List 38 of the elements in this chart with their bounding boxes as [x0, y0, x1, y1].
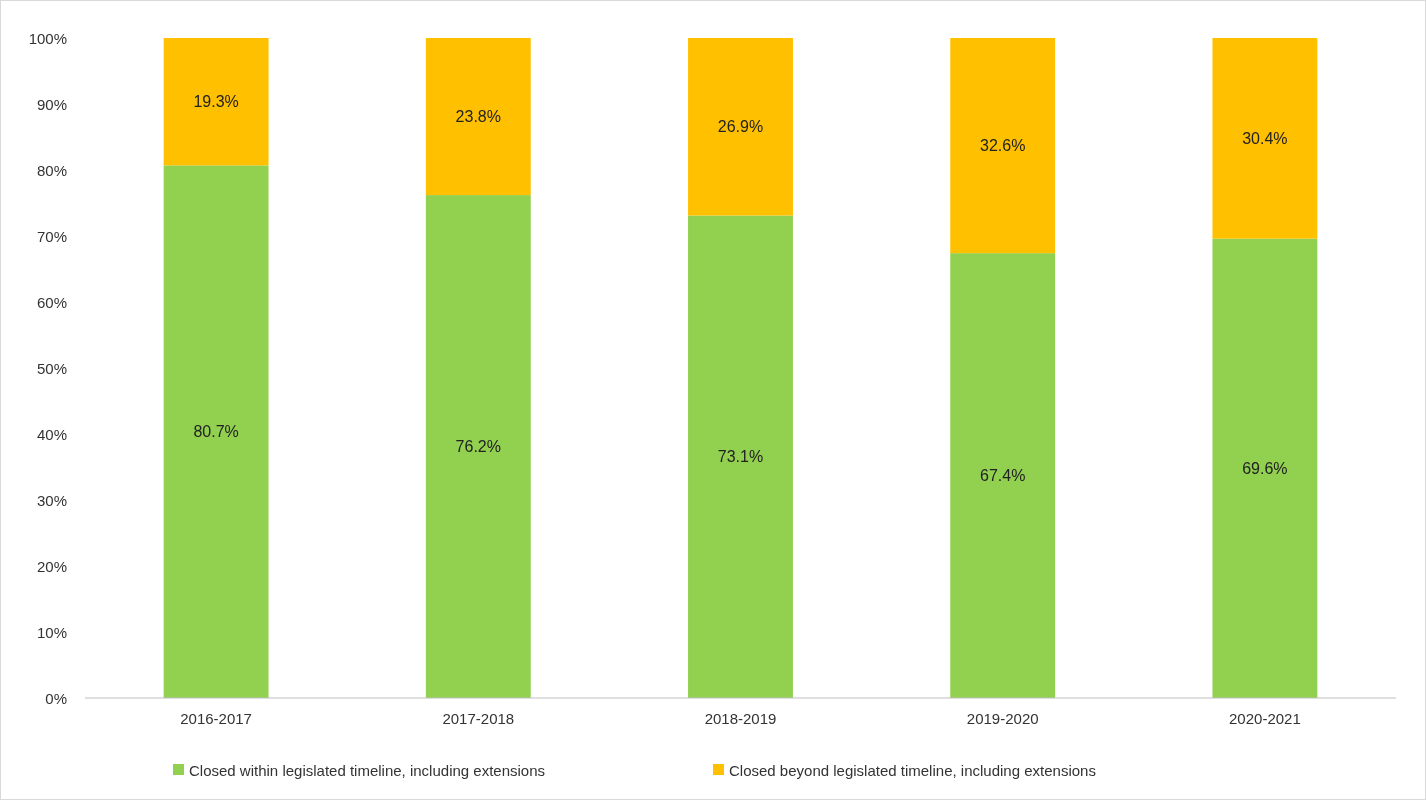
- y-tick-label: 90%: [36, 95, 67, 113]
- y-tick-label: 0%: [45, 689, 67, 707]
- y-tick-label: 70%: [36, 227, 67, 245]
- x-tick-label: 2019-2020: [966, 710, 1039, 727]
- bar: [688, 215, 793, 698]
- x-tick-label: 2016-2017: [180, 710, 252, 727]
- data-label: 76.2%: [455, 438, 501, 456]
- data-label: 80.7%: [193, 423, 239, 441]
- data-label: 26.9%: [717, 118, 764, 136]
- y-tick-label: 60%: [36, 293, 67, 311]
- x-tick-label: 2020-2021: [1229, 710, 1301, 727]
- bar: [425, 195, 531, 698]
- data-label: 23.8%: [455, 108, 501, 126]
- data-label: 69.6%: [1242, 459, 1288, 477]
- data-label: 30.4%: [1242, 129, 1288, 147]
- bar: [425, 38, 531, 196]
- y-tick-label: 10%: [36, 623, 67, 641]
- bar: [1212, 38, 1318, 239]
- y-tick-label: 50%: [36, 359, 67, 377]
- data-label: 67.4%: [980, 467, 1026, 485]
- y-tick-label: 40%: [36, 425, 67, 443]
- data-label: 32.6%: [980, 137, 1026, 155]
- bar: [688, 38, 793, 216]
- x-tick-label: 2017-2018: [442, 710, 515, 727]
- bar: [950, 253, 1056, 698]
- legend-label: Closed within legislated timeline, including extensions: [189, 761, 546, 779]
- bar: [1212, 238, 1318, 698]
- y-tick-label: 20%: [36, 557, 67, 575]
- legend-label: Closed beyond legislated timeline, including extensions: [729, 761, 1096, 779]
- y-tick-label: 30%: [36, 491, 67, 509]
- data-label: 73.1%: [717, 448, 764, 466]
- y-tick-label: 100%: [28, 29, 67, 47]
- y-tick-label: 80%: [36, 161, 67, 179]
- bar: [163, 165, 269, 698]
- x-tick-label: 2018-2019: [704, 710, 777, 727]
- bar: [163, 38, 269, 166]
- bar: [950, 38, 1056, 254]
- data-label: 19.3%: [193, 93, 239, 111]
